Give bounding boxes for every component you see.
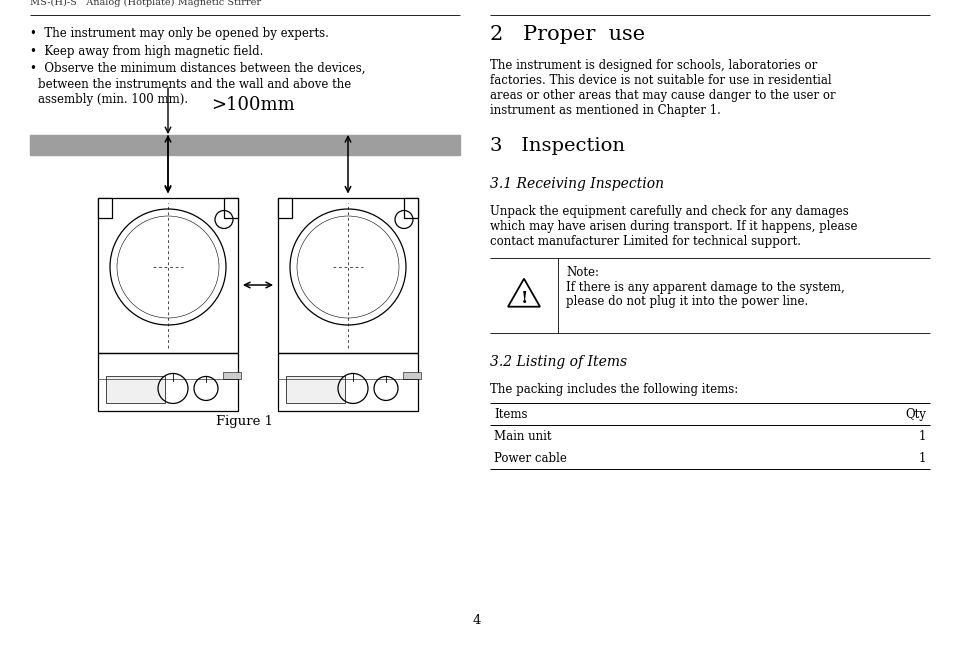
Text: please do not plug it into the power line.: please do not plug it into the power lin… <box>565 295 807 308</box>
Bar <box>223 372 241 379</box>
Text: The instrument is designed for schools, laboratories or: The instrument is designed for schools, … <box>490 59 817 72</box>
Text: instrument as mentioned in Chapter 1.: instrument as mentioned in Chapter 1. <box>490 104 720 117</box>
Text: 3   Inspection: 3 Inspection <box>490 137 624 155</box>
Text: The packing includes the following items:: The packing includes the following items… <box>490 383 738 396</box>
Text: Qty: Qty <box>904 408 925 421</box>
Text: assembly (min. 100 mm).: assembly (min. 100 mm). <box>38 93 188 106</box>
Text: 3.1 Receiving Inspection: 3.1 Receiving Inspection <box>490 177 663 191</box>
Text: areas or other areas that may cause danger to the user or: areas or other areas that may cause dang… <box>490 89 835 102</box>
Bar <box>402 372 420 379</box>
Text: Unpack the equipment carefully and check for any damages: Unpack the equipment carefully and check… <box>490 205 848 218</box>
Bar <box>224 197 237 217</box>
Text: which may have arisen during transport. If it happens, please: which may have arisen during transport. … <box>490 220 857 233</box>
Bar <box>403 197 417 217</box>
Bar <box>277 197 417 353</box>
Bar <box>277 353 417 410</box>
Text: 2   Proper  use: 2 Proper use <box>490 25 644 44</box>
Text: >100mm: >100mm <box>211 96 294 114</box>
Bar <box>98 197 112 217</box>
Text: •  Observe the minimum distances between the devices,: • Observe the minimum distances between … <box>30 62 365 75</box>
Text: factories. This device is not suitable for use in residential: factories. This device is not suitable f… <box>490 74 831 87</box>
Bar <box>106 377 165 402</box>
Text: 4: 4 <box>473 614 480 627</box>
Bar <box>286 377 344 402</box>
Text: Figure 1: Figure 1 <box>216 415 274 428</box>
Text: Note:: Note: <box>565 266 598 279</box>
Text: •  Keep away from high magnetic field.: • Keep away from high magnetic field. <box>30 45 263 57</box>
Text: 1: 1 <box>918 452 925 465</box>
Bar <box>98 197 237 353</box>
Text: Power cable: Power cable <box>494 452 566 465</box>
Text: Main unit: Main unit <box>494 430 551 443</box>
Bar <box>98 353 237 410</box>
Text: Items: Items <box>494 408 527 421</box>
Text: If there is any apparent damage to the system,: If there is any apparent damage to the s… <box>565 281 843 294</box>
Text: !: ! <box>520 290 528 307</box>
Text: 1: 1 <box>918 430 925 443</box>
Bar <box>30 135 459 155</box>
Text: MS-(H)-S   Analog (Hotplate) Magnetic Stirrer: MS-(H)-S Analog (Hotplate) Magnetic Stir… <box>30 0 261 7</box>
Bar <box>277 197 292 217</box>
Text: contact manufacturer Limited for technical support.: contact manufacturer Limited for technic… <box>490 235 801 248</box>
Text: between the instruments and the wall and above the: between the instruments and the wall and… <box>38 77 351 90</box>
Text: 3.2 Listing of Items: 3.2 Listing of Items <box>490 355 626 369</box>
Text: •  The instrument may only be opened by experts.: • The instrument may only be opened by e… <box>30 27 329 40</box>
